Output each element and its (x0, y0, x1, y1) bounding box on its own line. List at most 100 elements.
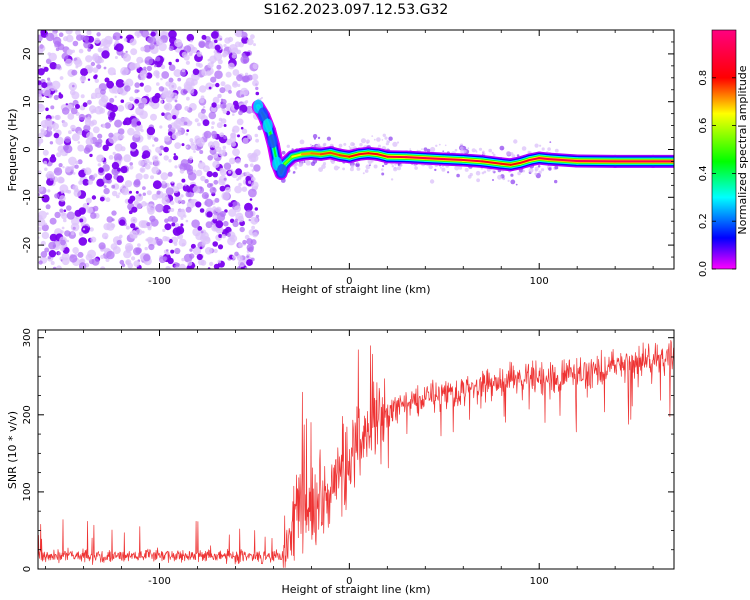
noise-speckle (117, 167, 121, 172)
ridge-speckle (384, 136, 388, 140)
noise-speckle (38, 68, 45, 76)
noise-speckle (63, 36, 69, 42)
noise-speckle (59, 184, 69, 194)
noise-speckle (201, 34, 207, 40)
noise-speckle (151, 166, 159, 175)
ridge-band-segment (424, 157, 446, 161)
noise-speckle (61, 107, 70, 115)
ridge-speckle (333, 165, 339, 171)
snr-x-label: Height of straight line (km) (281, 583, 430, 596)
ridge-band-segment (500, 162, 512, 166)
noise-speckle (232, 220, 239, 228)
ridge-speckle (343, 142, 347, 146)
noise-speckle (191, 219, 200, 228)
noise-speckle (228, 157, 236, 165)
noise-speckle (61, 211, 66, 217)
noise-speckle (185, 132, 189, 136)
ridge-speckle (534, 143, 539, 148)
noise-speckle (119, 219, 126, 226)
noise-speckle (249, 198, 253, 201)
snr-y-label: SNR (10 * v/v) (6, 411, 19, 489)
noise-speckle (96, 178, 105, 187)
noise-speckle (41, 224, 49, 232)
noise-speckle (236, 31, 242, 38)
noise-speckle (54, 211, 61, 219)
noise-speckle (50, 105, 55, 110)
noise-speckle (211, 126, 214, 129)
snr-panel: -100 0 100 0 100 200 300 Height of straight li… (6, 328, 675, 596)
noise-speckle (212, 171, 218, 178)
noise-speckle (219, 132, 225, 138)
colorbar-tick-label: 0.0 (698, 261, 709, 277)
noise-speckle (208, 86, 212, 90)
noise-speckle (214, 39, 218, 44)
noise-speckle (78, 262, 87, 269)
noise-speckle (120, 99, 125, 103)
noise-speckle (255, 214, 260, 219)
noise-speckle (141, 30, 150, 38)
ridge-band-segment (519, 159, 531, 164)
noise-speckle (94, 78, 100, 84)
noise-speckle (202, 105, 206, 109)
noise-speckle (130, 142, 138, 150)
ridge-speckle (482, 150, 485, 154)
noise-speckle (185, 145, 189, 149)
noise-speckle (71, 231, 75, 236)
noise-speckle (58, 92, 62, 95)
ridge-speckle (515, 183, 518, 186)
noise-speckle (173, 155, 179, 161)
noise-speckle (129, 190, 132, 194)
noise-speckle (80, 68, 89, 77)
noise-speckle (52, 266, 57, 269)
noise-speckle (157, 150, 163, 155)
ridge-speckle (458, 166, 463, 170)
noise-speckle (215, 82, 220, 88)
ridge-speckle (438, 143, 441, 146)
noise-speckle (156, 82, 160, 86)
noise-speckle (219, 211, 226, 217)
noise-speckle (251, 176, 256, 182)
noise-speckle (85, 197, 92, 204)
noise-speckle (131, 206, 138, 213)
noise-speckle (164, 223, 172, 231)
noise-speckle (199, 150, 204, 154)
noise-speckle (206, 183, 212, 188)
colorbar-tick-label: 0.4 (698, 165, 709, 181)
noise-speckle (58, 177, 65, 184)
noise-speckle (77, 141, 81, 144)
ridge-speckle (537, 165, 541, 168)
noise-speckle (234, 251, 239, 257)
noise-speckle (86, 30, 92, 36)
noise-speckle (161, 71, 170, 79)
noise-speckle (70, 107, 78, 115)
noise-speckle (55, 136, 64, 145)
noise-speckle (123, 154, 132, 163)
ridge-speckle (549, 141, 552, 144)
noise-speckle (237, 259, 246, 268)
noise-speckle (40, 251, 48, 258)
noise-speckle (45, 204, 51, 210)
noise-speckle (47, 52, 52, 56)
noise-speckle (47, 128, 52, 132)
noise-speckle (163, 91, 170, 98)
ridge-speckle (313, 137, 316, 140)
noise-speckle (205, 236, 211, 242)
noise-speckle (175, 226, 185, 235)
noise-speckle (160, 172, 169, 181)
noise-speckle (103, 66, 107, 70)
noise-speckle (72, 172, 76, 175)
noise-speckle (174, 266, 180, 269)
noise-speckle (100, 38, 109, 46)
noise-speckle (84, 167, 92, 175)
ridge-speckle (475, 150, 478, 153)
noise-speckle (77, 251, 84, 258)
noise-speckle (139, 82, 144, 87)
snr-axes: -100 0 100 0 100 200 300 (22, 328, 674, 587)
ridge-speckle (554, 165, 559, 170)
ridge-speckle (521, 146, 527, 151)
noise-speckle (61, 257, 70, 266)
noise-speckle (55, 63, 61, 70)
noise-speckle (247, 248, 251, 252)
noise-speckle (164, 218, 169, 223)
noise-speckle (189, 248, 193, 252)
